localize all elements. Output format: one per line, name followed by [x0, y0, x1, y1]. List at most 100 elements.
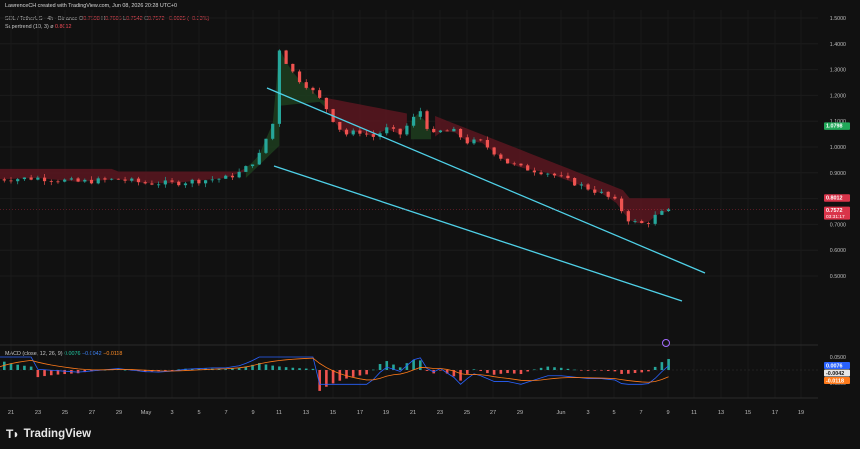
macd-histogram-bar — [298, 368, 301, 370]
macd-histogram-bar — [365, 370, 368, 375]
candle-body — [512, 163, 516, 165]
supertrend-fill-bullish — [410, 113, 432, 140]
candle-body — [425, 111, 429, 129]
supertrend-legend[interactable]: Supertrend (10, 3) ø 0.8012 — [5, 24, 72, 30]
candle-body — [458, 128, 463, 138]
candle-body — [505, 158, 510, 164]
supertrend-value: 0.8012 — [55, 24, 72, 30]
candle-body — [385, 127, 389, 134]
candle-body — [22, 177, 27, 180]
price-axis-label: 0.6000 — [830, 248, 846, 254]
price-tag-last-text: 0.7572 — [826, 208, 843, 214]
macd-histogram-bar — [647, 370, 650, 372]
macd-histogram-bar — [519, 370, 523, 375]
candle-body — [304, 82, 308, 88]
candle-body — [479, 139, 483, 141]
time-axis-label: 3 — [170, 410, 173, 416]
candle-body — [150, 183, 154, 185]
candle-body — [284, 50, 288, 64]
candle-body — [297, 71, 302, 83]
candle-body — [9, 180, 13, 182]
macd-axis-label: 0.0500 — [830, 355, 846, 361]
time-axis-label: 23 — [437, 410, 443, 416]
price-axis-label: 0.9000 — [830, 171, 846, 177]
macd-histogram-bar — [606, 370, 610, 371]
macd-histogram-bar — [278, 366, 281, 370]
chart-caption: LawrenceCH created with TradingView.com,… — [5, 3, 178, 9]
candle-body — [177, 181, 181, 186]
symbol-name[interactable]: SOL / TetherUS · 4h · Binance — [5, 16, 78, 22]
candle-body — [485, 139, 490, 148]
macd-histogram-bar — [217, 368, 221, 370]
candle-body — [599, 191, 604, 193]
candle-body — [318, 90, 322, 98]
candle-body — [197, 179, 201, 184]
channel-lower-line — [273, 165, 683, 302]
macd-histogram-bar — [325, 370, 328, 387]
candle-body — [418, 111, 422, 117]
macd-histogram-bar — [452, 370, 456, 377]
candle-body — [110, 178, 114, 180]
macd-histogram-bar — [345, 370, 348, 379]
candle-body — [96, 178, 100, 184]
macd-histogram-bar — [419, 360, 422, 370]
macd-value-3: −0.0118 — [103, 351, 123, 357]
macd-tag-histogram-text: -0.0042 — [826, 371, 844, 377]
candle-body — [16, 179, 20, 182]
candle-body — [143, 182, 147, 184]
time-axis-label: 5 — [197, 410, 200, 416]
candle-body — [190, 179, 194, 184]
macd-histogram-bar — [479, 370, 482, 371]
price-tag-supertrend-red: 0.8012 — [824, 194, 850, 202]
macd-histogram-bar — [385, 361, 389, 370]
candle-body — [646, 223, 651, 224]
macd-histogram-bar — [103, 369, 107, 371]
macd-histogram-bar — [372, 369, 375, 371]
time-axis-label: 7 — [639, 410, 642, 416]
macd-histogram-bar — [271, 365, 274, 370]
macd-tag-signal-bg — [824, 377, 850, 384]
candle-body — [445, 130, 449, 132]
candle-body — [63, 179, 67, 182]
macd-histogram-bar — [197, 368, 201, 370]
candle-body — [217, 178, 221, 180]
macd-histogram-bar — [526, 370, 529, 372]
candle-body — [559, 175, 563, 177]
macd-histogram-bar — [472, 369, 476, 370]
candle-body — [170, 180, 174, 182]
tradingview-logo-icon: T◗ — [6, 427, 20, 441]
candle-body — [311, 87, 315, 91]
time-axis-label: 15 — [330, 410, 336, 416]
time-axis-label: 3 — [586, 410, 589, 416]
macd-histogram-bar — [264, 364, 268, 370]
candle-body — [405, 125, 409, 135]
candle-body — [277, 50, 281, 124]
supertrend-fill-bearish — [0, 167, 246, 184]
candle-body — [163, 180, 167, 185]
candle-body — [264, 138, 268, 153]
price-axis-label: 1.0000 — [830, 145, 846, 151]
time-axis-label: 21 — [410, 410, 416, 416]
event-marker-icon[interactable] — [662, 339, 670, 347]
macd-histogram-bar — [580, 370, 583, 371]
time-axis-label: 5 — [612, 410, 615, 416]
symbol-legend[interactable]: SOL / TetherUS · 4h · Binance O0.7598 H0… — [5, 16, 209, 22]
candle-body — [291, 63, 295, 72]
time-axis-label: 29 — [116, 410, 122, 416]
candle-body — [76, 178, 80, 182]
macd-label[interactable]: MACD (close, 12, 26, 9) — [5, 351, 63, 357]
macd-histogram-bar — [405, 363, 409, 370]
supertrend-label[interactable]: Supertrend (10, 3) — [5, 24, 49, 30]
macd-histogram-bar — [593, 370, 597, 371]
candle-body — [398, 128, 402, 135]
macd-histogram-bar — [627, 370, 630, 374]
candle-body — [365, 133, 369, 135]
macd-histogram-bar — [378, 364, 382, 370]
candle-body — [250, 164, 255, 167]
tradingview-logo: T◗ TradingView — [6, 427, 91, 441]
candle-body — [432, 128, 436, 133]
macd-tag-signal-text: -0.0118 — [826, 378, 844, 384]
eye-icon[interactable]: ø — [50, 24, 54, 30]
candle-body — [539, 172, 543, 175]
